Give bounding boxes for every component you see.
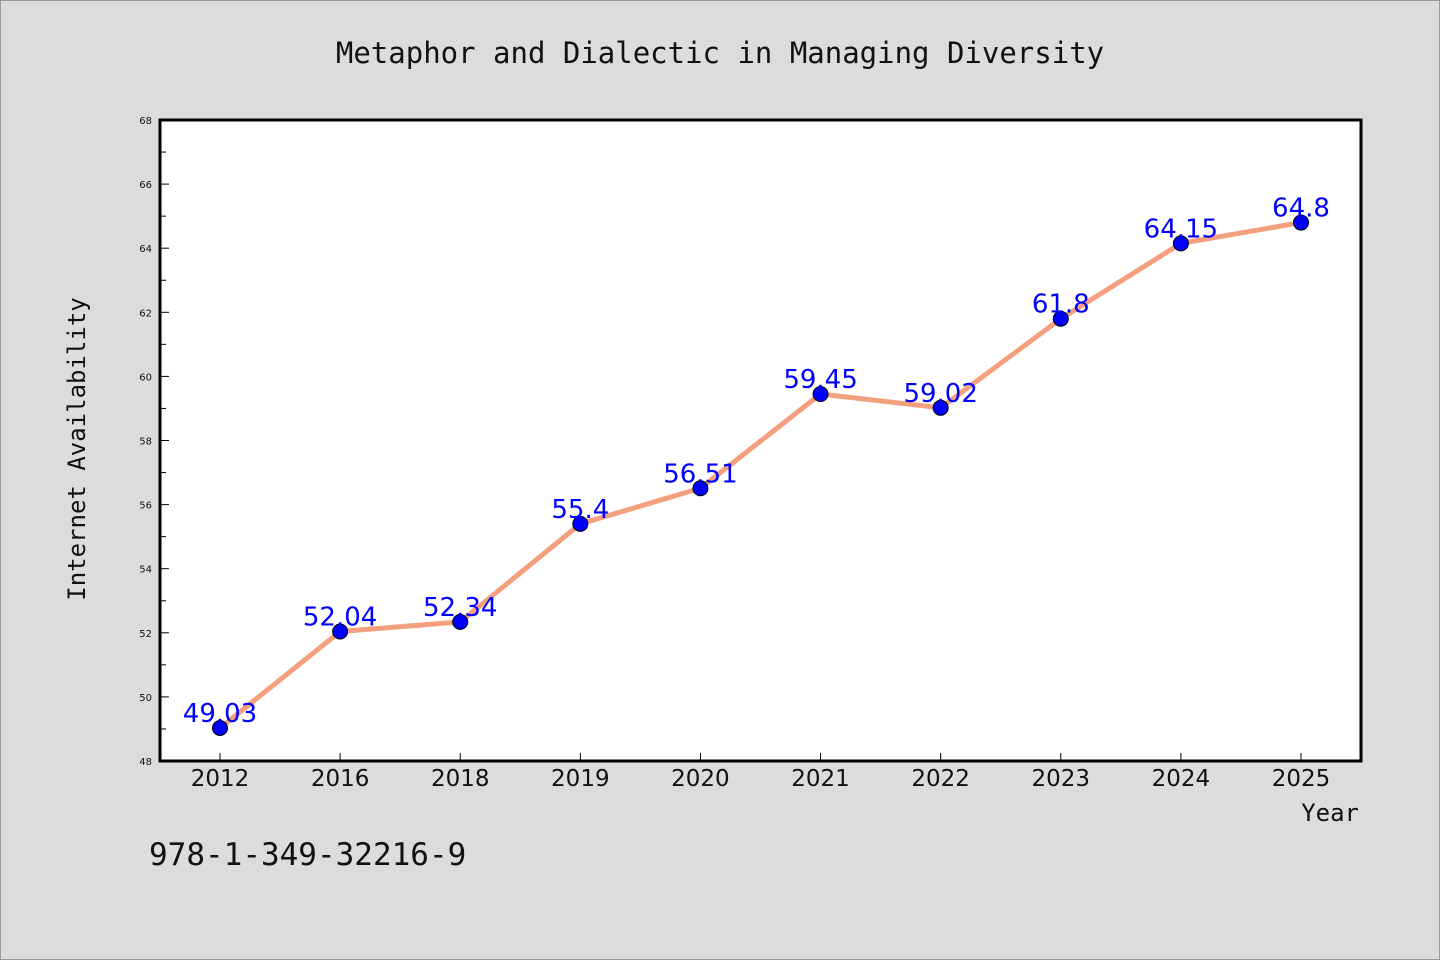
data-point (572, 515, 589, 532)
data-label: 64.8 (1272, 194, 1330, 224)
data-label: 61.8 (1032, 290, 1090, 320)
data-point (932, 399, 949, 416)
data-label: 59.02 (903, 379, 977, 409)
x-tick-label: 2016 (311, 766, 370, 792)
data-point (452, 613, 469, 630)
x-tick-label: 2023 (1032, 766, 1091, 792)
data-point (1052, 310, 1069, 327)
data-label: 49.03 (183, 699, 257, 729)
y-tick-label: 52 (139, 629, 152, 640)
y-tick-label: 66 (139, 180, 152, 191)
data-label: 64.15 (1144, 214, 1218, 244)
y-tick-label: 58 (139, 437, 152, 448)
y-axis-label: Internet Availability (63, 297, 91, 600)
data-label: 52.34 (423, 593, 497, 623)
data-label: 55.4 (551, 495, 609, 525)
x-axis-ticks: 2012 2016 2018 2019 2020 2021 2022 2023 2024 2025 (191, 753, 1331, 792)
data-label: 52.04 (303, 603, 377, 633)
x-axis-label: Year (1301, 799, 1359, 827)
y-tick-label: 48 (139, 757, 152, 768)
y-tick-label: 64 (139, 244, 152, 255)
x-tick-label: 2022 (911, 766, 970, 792)
x-tick-label: 2012 (191, 766, 250, 792)
data-label: 59.45 (783, 365, 857, 395)
data-label: 56.51 (663, 459, 737, 489)
chart-title: Metaphor and Dialectic in Managing Diver… (336, 36, 1104, 70)
x-tick-label: 2025 (1272, 766, 1331, 792)
series-line (218, 220, 1302, 730)
footnote-text: 978-1-349-32216-9 (149, 837, 466, 873)
data-point (212, 719, 228, 736)
y-tick-label: 54 (139, 565, 152, 576)
data-point (1172, 235, 1189, 252)
y-tick-label: 62 (139, 308, 152, 319)
x-tick-label: 2021 (791, 766, 850, 792)
y-tick-label: 56 (139, 501, 152, 512)
data-point (812, 386, 829, 403)
x-tick-label: 2018 (431, 766, 490, 792)
data-point (1293, 214, 1309, 231)
data-point (692, 480, 709, 497)
x-tick-label: 2019 (551, 766, 610, 792)
y-tick-label: 50 (139, 693, 152, 704)
x-tick-label: 2024 (1152, 766, 1211, 792)
y-tick-label: 60 (139, 372, 152, 383)
y-axis-label-group: Internet Availability (63, 297, 91, 600)
y-axis-ticks: 48 50 52 54 56 58 60 62 64 66 68 (139, 116, 169, 768)
series-layer: 49.03 52.04 52.34 55.4 56.51 59.45 59.02 61.8 64… (183, 194, 1330, 736)
x-tick-label: 2020 (671, 766, 730, 792)
data-point (332, 623, 349, 640)
y-tick-label: 68 (139, 116, 152, 127)
